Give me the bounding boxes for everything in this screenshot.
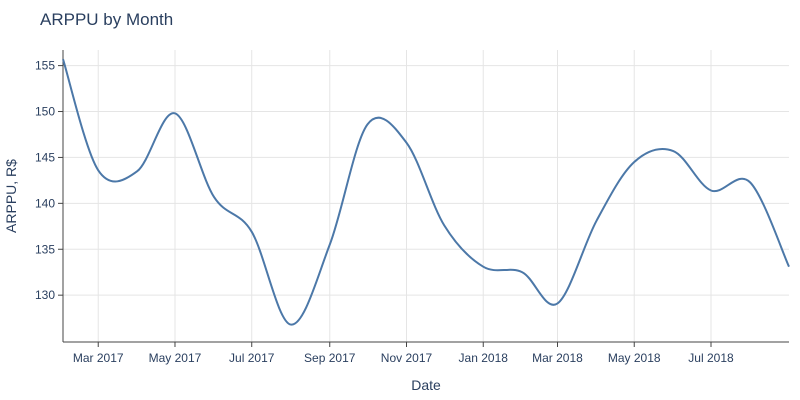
x-tick-label: Mar 2017: [73, 351, 124, 365]
x-tick-label: Jul 2018: [688, 351, 734, 365]
x-tick-label: Jan 2018: [459, 351, 509, 365]
x-tick-label: May 2018: [608, 351, 661, 365]
y-tick-label: 145: [35, 150, 55, 164]
x-gridlines: [97, 50, 712, 342]
y-tick-label: 130: [35, 288, 55, 302]
y-tick-label: 140: [35, 196, 55, 210]
y-axis-ticks: 130 135 140 145 150 155: [35, 59, 63, 302]
x-tick-label: Mar 2018: [532, 351, 583, 365]
x-tick-label: Nov 2017: [381, 351, 433, 365]
x-tick-label: May 2017: [149, 351, 202, 365]
y-gridlines: [63, 65, 789, 296]
x-tick-label: Jul 2017: [229, 351, 275, 365]
x-tick-label: Sep 2017: [304, 351, 356, 365]
y-tick-label: 150: [35, 105, 55, 119]
y-tick-label: 155: [35, 59, 55, 73]
arppu-series-line: [62, 58, 790, 326]
x-axis-ticks: Mar 2017 May 2017 Jul 2017 Sep 2017 Nov 2017…: [73, 342, 734, 365]
x-axis-title: Date: [411, 377, 441, 393]
y-tick-label: 135: [35, 242, 55, 256]
y-axis-title: ARPPU, R$: [3, 159, 19, 233]
chart-title: ARPPU by Month: [40, 10, 173, 29]
